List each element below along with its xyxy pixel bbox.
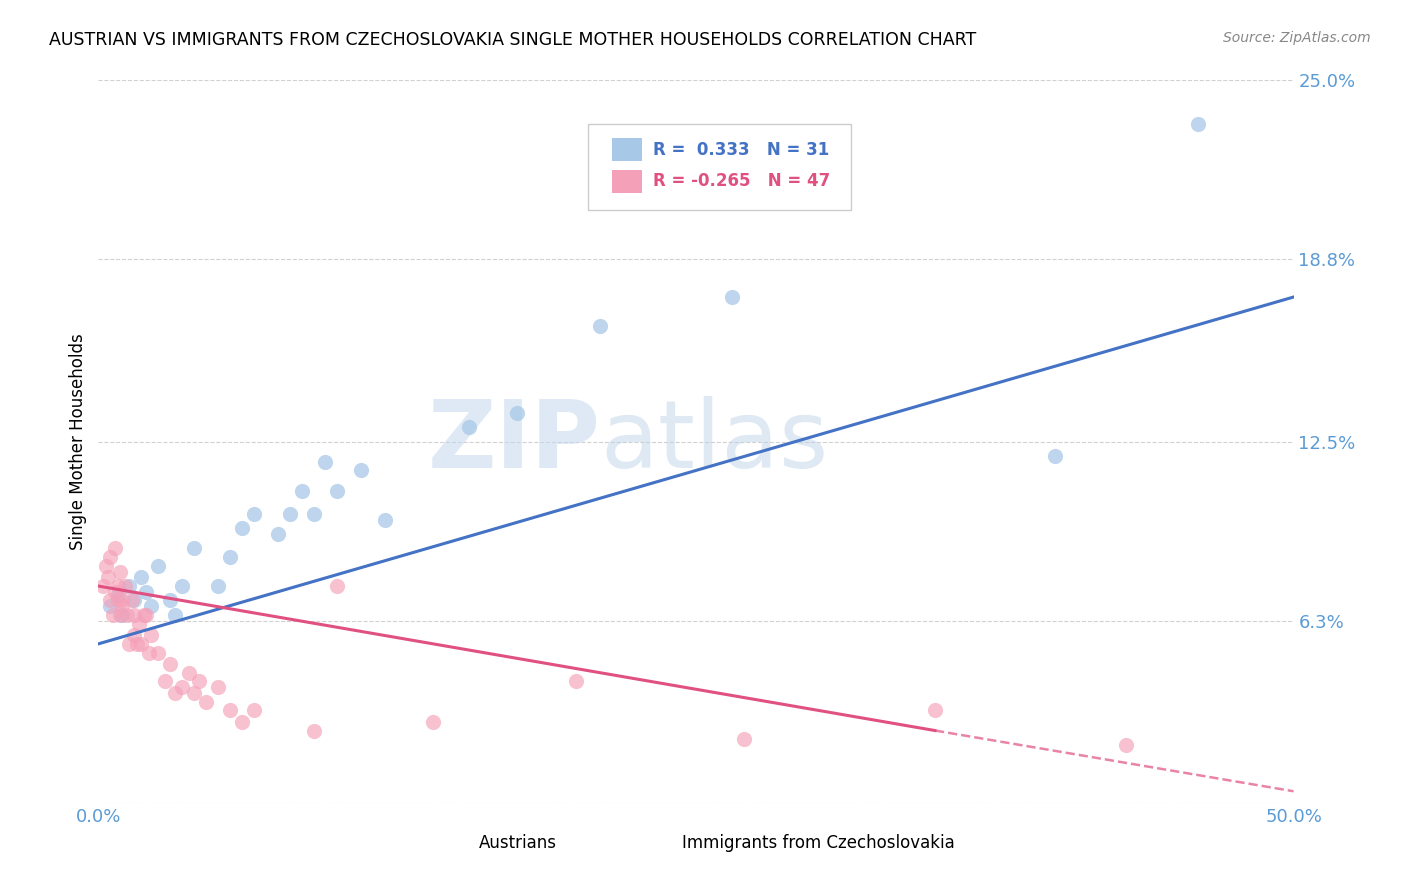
Point — [94, 558, 117, 573]
Point — [139, 628, 162, 642]
Point — [163, 686, 186, 700]
Text: R = -0.265   N = 47: R = -0.265 N = 47 — [652, 172, 830, 190]
Point — [111, 593, 134, 607]
Point — [124, 628, 146, 642]
Point — [98, 593, 122, 607]
Point — [107, 593, 129, 607]
Point — [243, 507, 266, 521]
Point — [108, 607, 131, 622]
Point — [104, 541, 127, 556]
Point — [326, 579, 349, 593]
Point — [98, 550, 122, 565]
Text: Austrians: Austrians — [478, 833, 557, 852]
Point — [195, 695, 218, 709]
Point — [565, 674, 588, 689]
Point — [159, 657, 181, 671]
Point — [111, 607, 134, 622]
Point — [183, 686, 205, 700]
Point — [155, 674, 177, 689]
Point — [315, 455, 337, 469]
Text: ZIP: ZIP — [427, 395, 600, 488]
Point — [128, 616, 150, 631]
Point — [131, 637, 153, 651]
Point — [302, 723, 325, 738]
Text: atlas: atlas — [600, 395, 828, 488]
Point — [139, 599, 162, 614]
Text: R =  0.333   N = 31: R = 0.333 N = 31 — [652, 141, 830, 159]
Point — [267, 527, 290, 541]
Point — [721, 290, 744, 304]
Point — [148, 558, 170, 573]
Y-axis label: Single Mother Households: Single Mother Households — [69, 334, 87, 549]
Point — [135, 584, 157, 599]
Point — [350, 463, 373, 477]
Bar — [648, 835, 675, 851]
Point — [458, 420, 481, 434]
Point — [98, 599, 122, 614]
Point — [1187, 117, 1209, 131]
Bar — [446, 835, 471, 851]
Point — [207, 579, 229, 593]
Text: Source: ZipAtlas.com: Source: ZipAtlas.com — [1223, 31, 1371, 45]
Point — [107, 588, 129, 602]
FancyBboxPatch shape — [589, 124, 852, 211]
Point — [422, 714, 444, 729]
Point — [187, 674, 209, 689]
Point — [374, 512, 396, 526]
Point — [91, 579, 114, 593]
Point — [111, 599, 134, 614]
Point — [278, 507, 301, 521]
Point — [231, 521, 253, 535]
Point — [172, 579, 194, 593]
Point — [97, 570, 120, 584]
Point — [132, 607, 155, 622]
Point — [107, 579, 129, 593]
Point — [291, 483, 314, 498]
Point — [125, 637, 148, 651]
Point — [121, 593, 143, 607]
Bar — [613, 138, 643, 161]
Point — [101, 607, 124, 622]
Point — [138, 646, 160, 660]
Point — [506, 406, 529, 420]
Point — [243, 703, 266, 717]
Point — [135, 607, 157, 622]
Point — [219, 703, 242, 717]
Point — [179, 665, 201, 680]
Bar — [613, 169, 643, 193]
Point — [1115, 738, 1137, 752]
Point — [183, 541, 205, 556]
Point — [118, 579, 141, 593]
Point — [172, 680, 194, 694]
Text: Immigrants from Czechoslovakia: Immigrants from Czechoslovakia — [682, 833, 955, 852]
Point — [114, 579, 136, 593]
Point — [733, 732, 755, 747]
Point — [131, 570, 153, 584]
Text: AUSTRIAN VS IMMIGRANTS FROM CZECHOSLOVAKIA SINGLE MOTHER HOUSEHOLDS CORRELATION : AUSTRIAN VS IMMIGRANTS FROM CZECHOSLOVAK… — [49, 31, 976, 49]
Point — [163, 607, 186, 622]
Point — [219, 550, 242, 565]
Point — [326, 483, 349, 498]
Point — [302, 507, 325, 521]
Point — [148, 646, 170, 660]
Point — [231, 714, 253, 729]
Point — [1043, 449, 1066, 463]
Point — [118, 637, 141, 651]
Point — [104, 584, 127, 599]
Point — [589, 318, 612, 333]
Point — [207, 680, 229, 694]
Point — [115, 607, 138, 622]
Point — [124, 593, 146, 607]
Point — [159, 593, 181, 607]
Point — [924, 703, 946, 717]
Point — [124, 607, 146, 622]
Point — [108, 565, 131, 579]
